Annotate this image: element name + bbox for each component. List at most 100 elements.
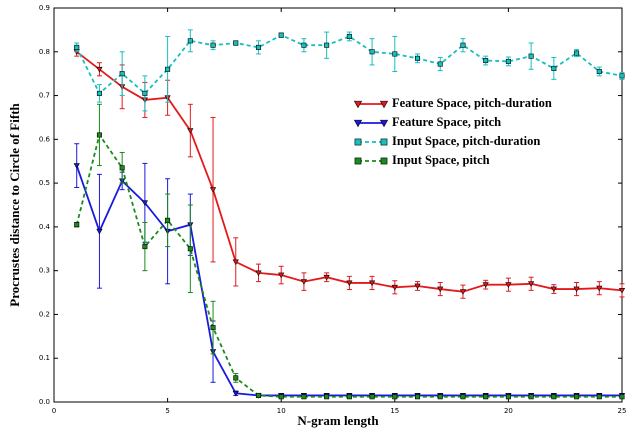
legend-marker — [353, 100, 363, 109]
data-point — [233, 40, 239, 46]
legend-marker — [379, 119, 389, 128]
data-point — [324, 42, 330, 48]
data-point — [415, 394, 421, 400]
legend-marker — [353, 119, 363, 128]
data-point — [278, 394, 284, 400]
data-point — [619, 73, 625, 79]
data-point — [232, 259, 239, 266]
data-point — [482, 282, 489, 288]
data-point — [187, 128, 194, 134]
data-point — [437, 394, 443, 400]
data-point — [551, 394, 557, 400]
data-point — [574, 50, 580, 56]
data-point — [550, 286, 557, 293]
data-point — [119, 165, 125, 171]
data-point — [301, 394, 307, 400]
data-point — [346, 33, 352, 39]
data-point — [573, 286, 580, 293]
series-line — [76, 51, 623, 293]
data-point — [233, 375, 239, 381]
data-point — [437, 286, 444, 293]
legend-marker — [354, 157, 362, 165]
y-axis-label: Procrustes distance to Circle of Fifth — [7, 102, 22, 306]
data-point — [505, 58, 511, 64]
data-point — [142, 90, 148, 96]
data-point — [483, 394, 489, 400]
x-tick-label: 5 — [165, 407, 169, 415]
data-point — [119, 71, 125, 77]
y-tick-label: 0.8 — [39, 48, 50, 56]
data-point — [414, 283, 421, 290]
data-point — [459, 289, 467, 295]
data-point — [142, 244, 148, 250]
data-point — [165, 217, 171, 223]
data-point — [528, 281, 535, 288]
data-point — [574, 394, 580, 400]
x-axis-label: N-gram length — [297, 413, 379, 428]
data-point — [618, 287, 626, 294]
data-point — [210, 42, 216, 48]
data-point — [74, 222, 80, 228]
data-point — [368, 280, 376, 287]
data-point — [505, 394, 511, 400]
data-point — [415, 55, 421, 61]
data-point — [324, 394, 330, 400]
data-point — [619, 394, 625, 400]
legend-marker — [379, 100, 389, 109]
x-tick-label: 15 — [390, 407, 399, 415]
x-tick-label: 10 — [277, 407, 286, 415]
data-point — [301, 42, 307, 48]
data-point — [392, 51, 398, 57]
legend-label: Input Space, pitch — [392, 153, 490, 167]
data-point — [528, 394, 534, 400]
data-point — [187, 38, 193, 44]
data-point — [210, 325, 216, 331]
data-point — [73, 163, 80, 169]
legend-marker — [380, 157, 388, 165]
data-point — [346, 394, 352, 400]
y-tick-label: 0.5 — [39, 179, 50, 187]
legend-label: Input Space, pitch-duration — [392, 134, 540, 148]
data-point — [300, 279, 308, 285]
data-point — [74, 44, 80, 50]
data-point — [483, 58, 489, 64]
data-point — [460, 42, 466, 48]
data-point — [460, 394, 466, 400]
x-tick-label: 25 — [618, 407, 627, 415]
data-point — [346, 280, 353, 287]
data-point — [278, 272, 285, 279]
y-tick-label: 0.7 — [39, 92, 50, 100]
series-line — [75, 132, 622, 398]
data-point — [187, 246, 193, 252]
data-point — [391, 284, 398, 291]
data-point — [96, 90, 102, 96]
y-tick-label: 0.0 — [39, 398, 50, 406]
data-point — [505, 282, 512, 288]
y-tick-label: 0.9 — [39, 4, 50, 12]
data-point — [209, 187, 217, 193]
data-point — [165, 66, 171, 72]
data-point — [369, 49, 375, 55]
y-tick-label: 0.4 — [39, 223, 51, 231]
data-point — [437, 61, 443, 67]
data-point — [141, 200, 148, 207]
plot-frame — [53, 7, 623, 403]
legend-marker — [380, 138, 388, 146]
y-tick-label: 0.1 — [39, 354, 50, 362]
data-point — [596, 68, 602, 74]
data-point — [96, 66, 103, 73]
x-tick-label: 0 — [52, 407, 56, 415]
data-point — [323, 274, 330, 281]
data-point — [96, 132, 102, 138]
data-point — [596, 394, 602, 400]
data-point — [255, 44, 261, 50]
data-point — [255, 270, 262, 277]
data-point — [551, 65, 557, 71]
data-point — [596, 285, 603, 292]
x-tick-label: 20 — [504, 407, 513, 415]
series-line — [75, 34, 623, 95]
data-point — [278, 32, 284, 38]
data-point — [255, 392, 261, 398]
data-point — [232, 390, 239, 397]
